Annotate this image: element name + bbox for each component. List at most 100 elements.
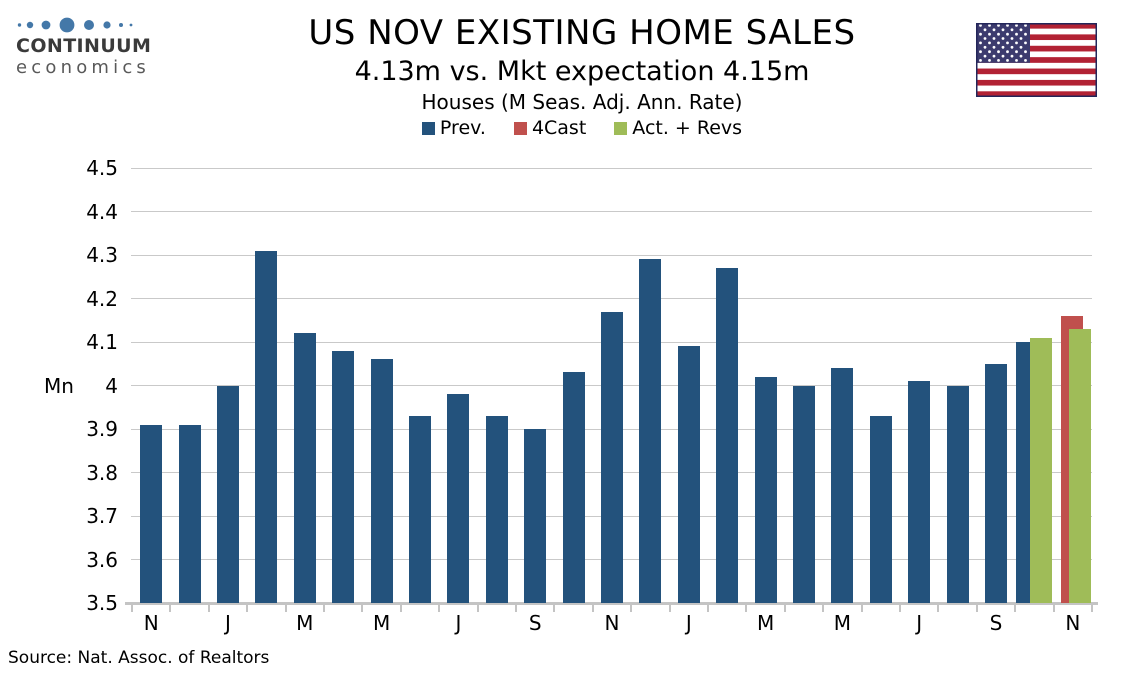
legend-swatch xyxy=(614,121,628,135)
y-axis-tick-label: 3.5 xyxy=(86,591,118,615)
chart-series-note: Houses (M Seas. Adj. Ann. Rate) xyxy=(421,90,743,114)
x-axis-tick-label: J xyxy=(225,611,231,635)
bar-series3-cat24 xyxy=(1030,337,1053,603)
bar-series1-cat15 xyxy=(677,346,700,603)
x-axis-tick xyxy=(476,605,479,612)
y-axis-tick-label: 4.5 xyxy=(86,156,118,180)
x-axis-tick xyxy=(246,605,249,612)
x-axis-tick xyxy=(591,605,594,612)
us-flag-icon xyxy=(976,23,1097,97)
x-axis-tick xyxy=(361,605,364,612)
chart-header: US NOV EXISTING HOME SALES 4.13m vs. Mkt… xyxy=(30,12,1134,139)
x-axis-tick xyxy=(207,605,210,612)
x-axis-tick xyxy=(937,605,940,612)
x-axis-tick-label: M xyxy=(296,611,314,635)
legend-label: Act. + Revs xyxy=(632,117,743,139)
bar-series1-cat2 xyxy=(178,424,201,603)
x-axis-tick-label: M xyxy=(833,611,852,635)
logo-tagline: economics xyxy=(16,57,151,78)
bar-series1-cat20 xyxy=(869,415,892,603)
bar-series1-cat16 xyxy=(716,268,739,603)
gridline xyxy=(131,254,1092,256)
x-axis-tick xyxy=(169,605,172,612)
x-axis-tick xyxy=(783,605,786,612)
chart-subtitle: 4.13m vs. Mkt expectation 4.15m xyxy=(354,56,810,87)
chart-title: US NOV EXISTING HOME SALES xyxy=(308,13,856,53)
x-axis-tick xyxy=(553,605,556,612)
x-axis-tick xyxy=(860,605,863,612)
y-axis-tick-label: 4.1 xyxy=(86,330,118,354)
bar-series1-cat6 xyxy=(332,350,355,603)
x-axis-tick xyxy=(1091,605,1093,612)
y-axis-tick-label: 3.8 xyxy=(86,460,118,485)
y-axis-unit-label: Mn xyxy=(44,374,74,398)
continuum-logo: CONTINUUM economics xyxy=(16,16,156,78)
x-axis-tick xyxy=(668,605,671,612)
bar-series1-cat19 xyxy=(831,368,854,603)
x-axis-tick xyxy=(707,605,709,612)
x-axis-tick xyxy=(284,605,287,612)
y-axis-tick-label: 3.6 xyxy=(86,547,118,572)
bar-series1-cat14 xyxy=(639,259,662,603)
bar-series1-cat7 xyxy=(370,359,393,603)
legend-label: Prev. xyxy=(439,117,486,139)
x-axis-tick xyxy=(899,605,901,612)
bar-series1-cat11 xyxy=(524,429,547,603)
y-axis-tick-label: 4 xyxy=(105,373,118,398)
gridline xyxy=(131,298,1092,299)
x-axis-tick xyxy=(399,605,402,612)
bar-series1-cat3 xyxy=(217,385,239,603)
y-axis-tick-label: 4.4 xyxy=(86,199,118,224)
logo-name: CONTINUUM xyxy=(16,35,152,57)
x-axis-tick xyxy=(515,605,517,612)
x-axis-tick-label: N xyxy=(143,611,159,635)
bar-series1-cat17 xyxy=(754,376,777,603)
continuum-dots-icon xyxy=(17,17,133,33)
bar-series1-cat21 xyxy=(908,381,931,603)
x-axis-tick-label: S xyxy=(989,611,1003,635)
bar-series1-cat9 xyxy=(447,394,470,603)
x-axis-tick xyxy=(1014,605,1017,612)
x-axis-line xyxy=(125,602,1098,605)
legend-label: 4Cast xyxy=(531,117,587,139)
x-axis-tick xyxy=(1052,605,1055,612)
x-axis-tick-label: J xyxy=(916,611,923,635)
x-axis-tick-label: N xyxy=(604,611,620,635)
legend-swatch xyxy=(421,121,435,135)
x-axis-tick xyxy=(131,605,133,612)
x-axis-tick-label: J xyxy=(455,611,462,635)
bar-series1-cat22 xyxy=(946,385,969,603)
x-axis-tick-label: S xyxy=(528,611,542,635)
legend-swatch xyxy=(513,121,527,135)
x-axis-tick xyxy=(975,605,978,612)
gridline xyxy=(131,211,1092,212)
x-axis-tick xyxy=(438,605,441,612)
x-axis-tick-label: M xyxy=(756,611,775,635)
bar-series3-cat25 xyxy=(1068,329,1091,603)
source-note: Source: Nat. Assoc. of Realtors xyxy=(8,648,270,668)
y-axis-tick-label: 4.2 xyxy=(86,286,118,311)
x-axis-tick-label: J xyxy=(685,611,692,635)
x-axis-tick xyxy=(745,605,748,612)
x-axis-tick-label: M xyxy=(372,611,391,635)
bar-series1-cat8 xyxy=(409,415,431,603)
legend-item: 4Cast xyxy=(513,117,587,139)
bar-series1-cat12 xyxy=(562,372,585,603)
bar-series1-cat1 xyxy=(140,424,163,603)
x-axis-tick-label: N xyxy=(1065,611,1081,635)
x-axis-tick xyxy=(630,605,633,612)
y-axis-tick-label: 3.7 xyxy=(86,504,118,528)
gridline xyxy=(131,167,1092,169)
legend-item: Act. + Revs xyxy=(614,117,742,139)
bar-series1-cat13 xyxy=(601,311,623,603)
chart-legend: Prev. 4Cast Act. + Revs xyxy=(30,117,1134,139)
bar-series1-cat18 xyxy=(793,385,815,603)
x-axis-tick xyxy=(822,605,825,612)
legend-item: Prev. xyxy=(421,117,486,139)
y-axis-tick-label: 3.9 xyxy=(86,417,118,441)
bar-series1-cat4 xyxy=(255,250,278,603)
bar-series1-cat23 xyxy=(985,363,1007,603)
bar-series1-cat10 xyxy=(485,415,508,603)
y-axis-tick-label: 4.3 xyxy=(86,243,118,267)
